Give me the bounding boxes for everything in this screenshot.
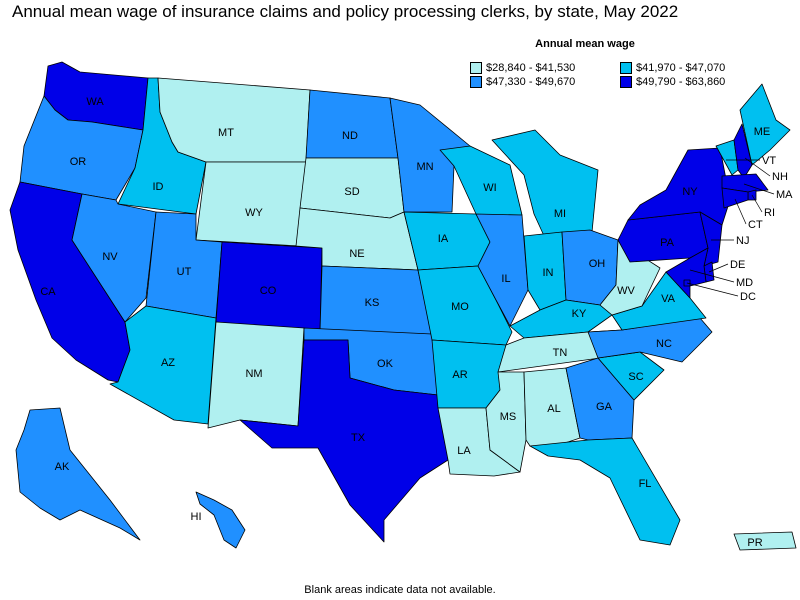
state-wy <box>195 161 307 247</box>
legend-swatch-2 <box>620 62 632 74</box>
state-label-ky: KY <box>572 308 587 320</box>
state-label-wa: WA <box>86 96 104 108</box>
legend-swatch-1 <box>470 62 482 74</box>
state-label-nd: ND <box>342 130 358 142</box>
state-label-ar: AR <box>452 369 467 381</box>
legend-item-1: $28,840 - $41,530 <box>470 62 620 74</box>
state-label-in: IN <box>543 267 554 279</box>
state-label-de: DE <box>730 259 745 271</box>
state-label-ms: MS <box>500 411 517 423</box>
state-nd <box>305 89 399 159</box>
leader-line-ct <box>734 198 747 225</box>
state-pr <box>733 531 797 551</box>
state-label-co: CO <box>260 285 277 297</box>
state-ak <box>15 407 141 541</box>
state-label-az: AZ <box>161 357 175 369</box>
state-label-tn: TN <box>553 347 568 359</box>
state-label-or: OR <box>70 156 87 168</box>
state-nv <box>71 193 157 323</box>
legend-grid: $28,840 - $41,530 $41,970 - $47,070 $47,… <box>470 62 770 88</box>
state-label-pr: PR <box>747 537 762 549</box>
state-label-nj: NJ <box>736 235 749 247</box>
state-label-ut: UT <box>177 266 192 278</box>
state-label-me: ME <box>754 126 771 138</box>
leader-line-de <box>708 263 729 273</box>
legend-label-1: $28,840 - $41,530 <box>486 62 576 74</box>
state-label-mn: MN <box>416 161 433 173</box>
legend-swatch-4 <box>620 76 632 88</box>
state-label-al: AL <box>547 403 560 415</box>
state-label-il: IL <box>501 273 510 285</box>
state-label-ga: GA <box>596 401 613 413</box>
state-label-nh: NH <box>772 171 788 183</box>
leader-line-md <box>689 269 735 283</box>
state-label-wi: WI <box>483 182 496 194</box>
state-label-nv: NV <box>102 251 118 263</box>
legend-swatch-3 <box>470 76 482 88</box>
legend-label-3: $47,330 - $49,670 <box>486 76 576 88</box>
legend-label-4: $49,790 - $63,860 <box>636 76 726 88</box>
state-ct <box>721 187 749 209</box>
state-ny <box>627 147 731 226</box>
legend: Annual mean wage $28,840 - $41,530 $41,9… <box>470 38 770 88</box>
state-label-ma: MA <box>776 189 793 201</box>
state-ma <box>721 173 769 193</box>
legend-label-2: $41,970 - $47,070 <box>636 62 726 74</box>
leader-line-ri <box>751 194 763 213</box>
state-label-wv: WV <box>617 285 635 297</box>
state-label-mt: MT <box>218 127 234 139</box>
state-label-pa: PA <box>660 237 675 249</box>
state-label-ne: NE <box>349 248 364 260</box>
state-label-ok: OK <box>377 358 394 370</box>
legend-item-2: $41,970 - $47,070 <box>620 62 770 74</box>
leader-line-ma <box>743 183 775 195</box>
legend-item-3: $47,330 - $49,670 <box>470 76 620 88</box>
state-label-tx: TX <box>351 432 366 444</box>
state-label-va: VA <box>661 293 676 305</box>
state-label-md: MD <box>736 277 753 289</box>
footnote: Blank areas indicate data not available. <box>304 584 496 596</box>
map-title: Annual mean wage of insurance claims and… <box>12 2 679 21</box>
state-label-sd: SD <box>344 186 359 198</box>
state-label-nm: NM <box>245 368 262 380</box>
state-nh <box>733 123 753 179</box>
state-label-ca: CA <box>40 286 56 298</box>
state-label-hi: HI <box>191 511 202 523</box>
state-label-mo: MO <box>451 301 469 313</box>
state-hi <box>195 491 246 549</box>
leader-line-dc <box>686 282 739 297</box>
state-fl <box>529 437 681 546</box>
state-label-sc: SC <box>628 371 643 383</box>
state-label-ri: RI <box>764 207 775 219</box>
state-label-vt: VT <box>762 155 776 167</box>
state-label-id: ID <box>153 181 164 193</box>
legend-title: Annual mean wage <box>535 38 635 50</box>
state-label-oh: OH <box>589 258 606 270</box>
leader-line-nh <box>744 157 771 177</box>
state-label-fl: FL <box>639 478 652 490</box>
state-label-ny: NY <box>682 186 698 198</box>
state-label-la: LA <box>457 445 471 457</box>
state-label-ct: CT <box>748 219 763 231</box>
state-label-mi: MI <box>554 208 566 220</box>
state-mt <box>157 77 311 163</box>
state-label-dc: DC <box>740 291 756 303</box>
state-label-ks: KS <box>365 297 380 309</box>
state-il <box>475 213 529 327</box>
state-tx <box>239 339 449 543</box>
state-label-ak: AK <box>55 461 70 473</box>
state-mn <box>389 97 471 213</box>
state-label-wy: WY <box>245 207 263 219</box>
state-label-nc: NC <box>656 338 672 350</box>
legend-item-4: $49,790 - $63,860 <box>620 76 770 88</box>
state-label-ia: IA <box>438 233 449 245</box>
